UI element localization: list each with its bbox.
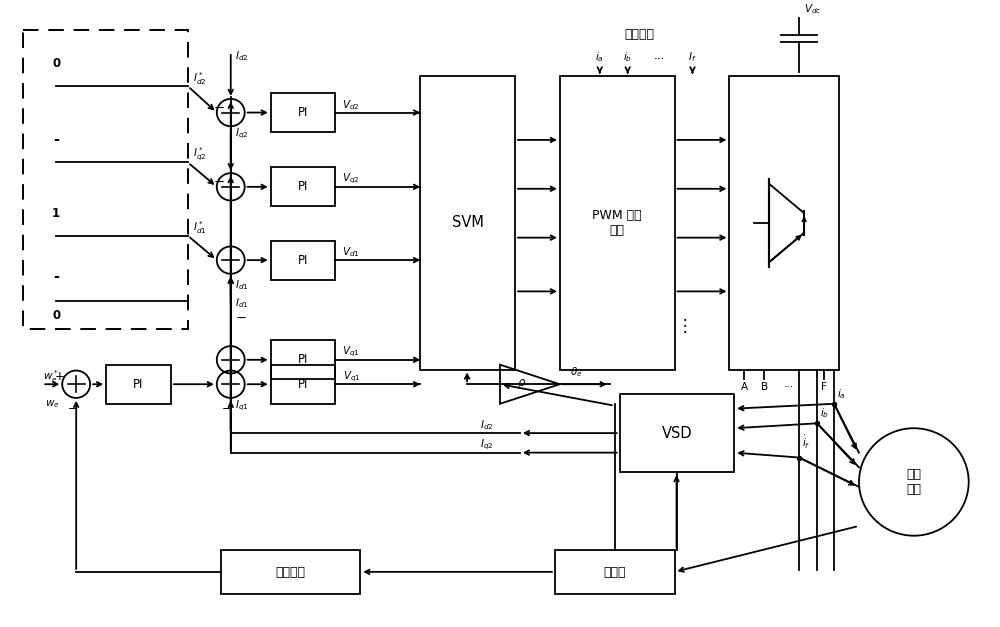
Text: $w_e$: $w_e$ [45,398,59,409]
Text: SVM: SVM [452,216,484,231]
Text: $\dot{i}_f$: $\dot{i}_f$ [802,435,811,451]
Text: $\rho$: $\rho$ [517,377,527,391]
Text: $-$: $-$ [213,175,225,188]
Bar [560,76,675,369]
Text: VSD: VSD [662,426,692,441]
Text: ···: ··· [654,53,665,66]
Bar [106,365,171,404]
Text: F: F [821,382,827,392]
Bar [23,31,188,329]
Text: PI: PI [298,254,308,266]
Text: PI: PI [298,106,308,119]
Text: $I_{q2}$: $I_{q2}$ [235,127,248,141]
Bar [271,241,335,280]
Text: $i_a$: $i_a$ [837,387,846,401]
Bar [555,551,675,594]
Text: 电流采样: 电流采样 [625,28,655,41]
Text: PI: PI [298,181,308,193]
Text: 0: 0 [52,309,60,322]
Text: 速度计算: 速度计算 [276,566,306,579]
Bar [221,551,360,594]
Text: $I_{d1}$: $I_{d1}$ [235,278,248,292]
Text: $I_{d2}$: $I_{d2}$ [235,49,248,63]
Bar [420,76,515,369]
Text: $w_e^*$: $w_e^*$ [43,368,59,385]
Text: 六相
电机: 六相 电机 [906,468,921,496]
Text: PWM 信号
生成: PWM 信号 生成 [592,209,642,237]
Text: 编码器: 编码器 [603,566,626,579]
Text: $-$: $-$ [67,400,77,413]
Bar [271,167,335,206]
Text: $i_b$: $i_b$ [820,407,829,421]
Text: PI: PI [298,377,308,391]
Text: $I_{q2}$: $I_{q2}$ [480,438,494,452]
Text: $-$: $-$ [213,101,225,114]
Text: PI: PI [298,353,308,366]
Text: PI: PI [133,377,144,391]
Bar [620,394,734,472]
Text: $i_b$: $i_b$ [623,50,632,64]
Text: $+$: $+$ [54,370,64,383]
Bar [271,365,335,404]
Text: A: A [741,382,748,392]
Text: $I_{q1}$: $I_{q1}$ [235,399,248,413]
Text: $V_{d2}$: $V_{d2}$ [342,98,360,112]
Text: $I_{q2}^*$: $I_{q2}^*$ [193,146,206,163]
Text: ⋮: ⋮ [676,317,693,335]
Text: $-$: $-$ [235,311,246,324]
Text: $V_{q2}$: $V_{q2}$ [342,172,360,186]
Text: $I_{d1}$: $I_{d1}$ [235,296,248,310]
Bar [271,340,335,379]
Text: $I_f$: $I_f$ [688,50,697,64]
Text: $I_{d2}$: $I_{d2}$ [480,418,494,432]
Text: 1: 1 [52,207,60,219]
Bar [271,93,335,132]
Text: $-$: $-$ [221,400,232,413]
Text: -: - [53,132,59,147]
Text: B: B [761,382,768,392]
Text: $V_{d1}$: $V_{d1}$ [342,245,360,259]
Text: $V_{q1}$: $V_{q1}$ [343,369,361,384]
Text: 0: 0 [52,57,60,70]
Text: $I_{d1}^*$: $I_{d1}^*$ [193,219,207,236]
Text: -: - [53,269,59,284]
Text: ···: ··· [784,382,794,392]
Text: $i_a$: $i_a$ [595,50,604,64]
Bar [729,76,839,369]
Text: $I_{d2}^*$: $I_{d2}^*$ [193,70,206,87]
Text: $\theta_e$: $\theta_e$ [570,366,582,379]
Text: $V_{q1}$: $V_{q1}$ [342,345,360,359]
Text: $V_{dc}$: $V_{dc}$ [804,2,822,16]
